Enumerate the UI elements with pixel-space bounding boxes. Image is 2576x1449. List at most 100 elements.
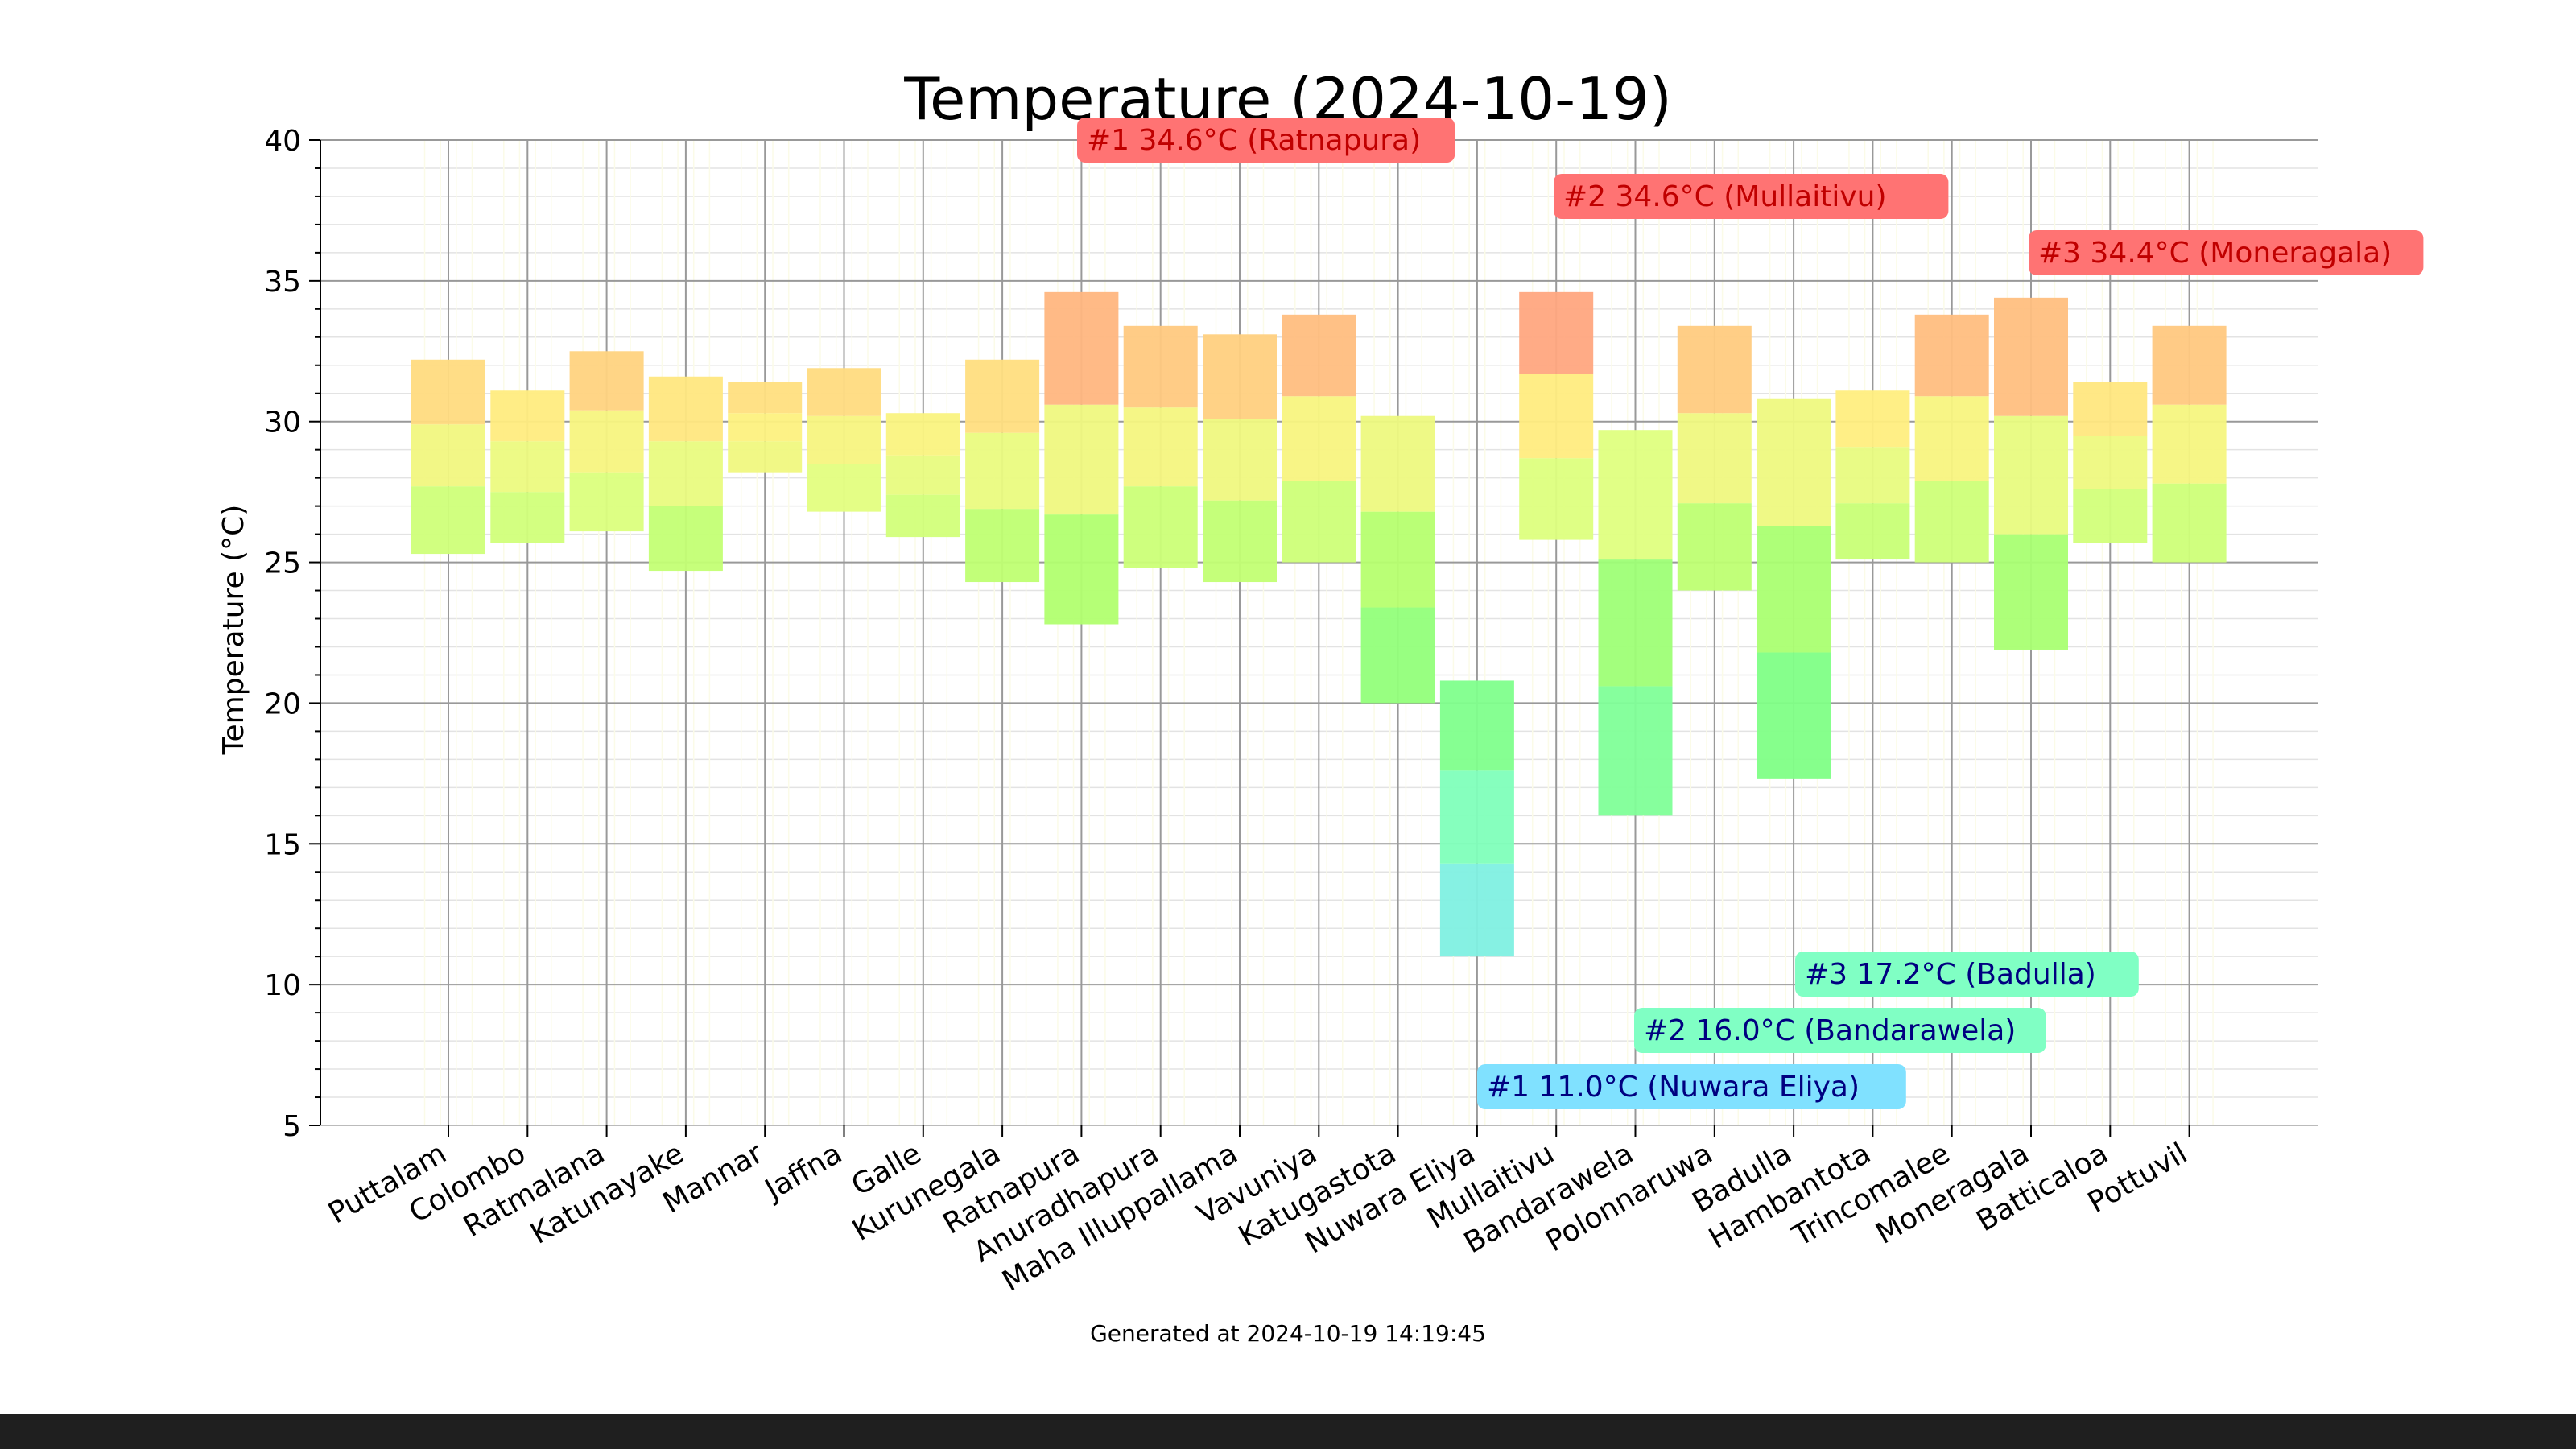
bar-segment-ratmalana (569, 351, 644, 411)
y-axis-label: Temperature (°C) (217, 505, 250, 756)
bar-segment-badulla (1757, 652, 1831, 779)
bar-segment-mannar (728, 441, 803, 473)
bar-segment-jaffna (807, 368, 881, 416)
bar-segment-kurunegala (965, 509, 1040, 583)
coldest-annotation-3: #3 17.2°C (Badulla) (1795, 952, 2139, 997)
bar-segment-pottuvil (2152, 325, 2227, 405)
bar-segment-hambantota (1835, 390, 1910, 448)
bar-segment-kurunegala (965, 432, 1040, 510)
hottest-annotation-1-label: #1 34.6°C (Ratnapura) (1087, 124, 1421, 157)
y-tick-label: 25 (264, 547, 301, 580)
coldest-annotation-2-label: #2 16.0°C (Bandarawela) (1644, 1014, 2016, 1047)
bar-segment-maha-illuppallama (1203, 419, 1277, 501)
bar-segment-pottuvil (2152, 404, 2227, 484)
hottest-annotation-3-label: #3 34.4°C (Moneragala) (2038, 237, 2392, 270)
y-tick-label: 15 (264, 828, 301, 861)
coldest-annotation-1: #1 11.0°C (Nuwara Eliya) (1477, 1064, 1906, 1109)
bar-segment-hambantota (1835, 447, 1910, 504)
bar-segment-mullaitivu (1519, 458, 1594, 540)
bar-segment-puttalam (411, 359, 485, 425)
bar-segment-trincomalee (1914, 314, 1989, 397)
bar-segment-bandarawela (1598, 686, 1673, 816)
bar-segment-badulla (1757, 526, 1831, 653)
coldest-annotation-2: #2 16.0°C (Bandarawela) (1634, 1008, 2046, 1053)
bar-segment-mullaitivu (1519, 291, 1594, 374)
bar-segment-batticaloa (2073, 489, 2148, 543)
bar-segment-anuradhapura (1123, 486, 1198, 568)
bar-segment-batticaloa (2073, 382, 2148, 436)
bar-segment-maha-illuppallama (1203, 334, 1277, 419)
bar-segment-hambantota (1835, 503, 1910, 560)
hottest-annotation-1: #1 34.6°C (Ratnapura) (1077, 118, 1455, 163)
y-tick-label: 30 (264, 407, 301, 440)
bar-segment-ratnapura (1044, 514, 1119, 625)
bar-segment-nuwara-eliya (1439, 680, 1514, 771)
bar-segment-galle (886, 413, 960, 456)
bar-segment-nuwara-eliya (1439, 863, 1514, 957)
bar-segment-katunayake (648, 506, 723, 572)
hottest-annotation-2: #2 34.6°C (Mullaitivu) (1554, 174, 1949, 219)
bar-segment-colombo (490, 390, 565, 442)
bar-segment-puttalam (411, 424, 485, 487)
bar-segment-mannar (728, 382, 803, 414)
bottom-taskbar (0, 1414, 2576, 1449)
bar-segment-kurunegala (965, 359, 1040, 433)
bar-segment-polonnaruwa (1677, 413, 1752, 504)
bar-segment-polonnaruwa (1677, 503, 1752, 591)
bar-segment-nuwara-eliya (1439, 770, 1514, 864)
bar-segment-puttalam (411, 486, 485, 555)
bar-segment-mullaitivu (1519, 374, 1594, 459)
bar-segment-mannar (728, 413, 803, 442)
bar-segment-anuradhapura (1123, 325, 1198, 408)
y-tick-label: 35 (264, 266, 301, 299)
y-tick-label: 5 (283, 1110, 301, 1143)
y-tick-label: 20 (264, 687, 301, 720)
annotation-layer: #1 34.6°C (Ratnapura) #2 34.6°C (Mullaiti… (1077, 118, 2424, 1109)
bar-segment-katugastota (1360, 607, 1435, 704)
bar-segment-katunayake (648, 376, 723, 442)
bar-segment-vavuniya (1282, 481, 1356, 563)
bar-segment-colombo (490, 492, 565, 543)
bar-segment-vavuniya (1282, 396, 1356, 481)
temperature-chart: Temperature (2024-10-19) 510152025303540… (217, 65, 2424, 1347)
bar-segment-maha-illuppallama (1203, 500, 1277, 583)
hottest-annotation-1-box (1077, 118, 1455, 163)
hottest-annotation-2-label: #2 34.6°C (Mullaitivu) (1563, 180, 1887, 213)
x-tick-label: Jaffna (758, 1137, 848, 1208)
hottest-annotation-2-box (1554, 174, 1949, 219)
bar-segment-katunayake (648, 441, 723, 506)
bar-segment-katugastota (1360, 511, 1435, 608)
coldest-annotation-1-label: #1 11.0°C (Nuwara Eliya) (1487, 1071, 1860, 1104)
bar-segment-moneragala (1994, 297, 2068, 416)
bar-segment-ratmalana (569, 410, 644, 473)
bar-segment-moneragala (1994, 415, 2068, 535)
hottest-annotation-3: #3 34.4°C (Moneragala) (2029, 230, 2424, 275)
coldest-annotation-3-box (1795, 952, 2139, 997)
bar-segment-colombo (490, 441, 565, 493)
bar-segment-ratnapura (1044, 291, 1119, 405)
coldest-annotation-1-box (1477, 1064, 1906, 1109)
bar-segment-ratmalana (569, 472, 644, 532)
hottest-annotation-3-box (2029, 230, 2424, 275)
bar-segment-batticaloa (2073, 436, 2148, 489)
bar-segment-trincomalee (1914, 481, 1989, 563)
bar-segment-anuradhapura (1123, 407, 1198, 487)
bar-segment-polonnaruwa (1677, 325, 1752, 414)
bar-segment-pottuvil (2152, 483, 2227, 563)
bar-segment-jaffna (807, 415, 881, 464)
coldest-annotation-2-box (1634, 1008, 2046, 1053)
bar-segment-galle (886, 494, 960, 538)
y-tick-label: 10 (264, 969, 301, 1002)
bar-segment-ratnapura (1044, 404, 1119, 515)
bar-segment-jaffna (807, 464, 881, 512)
bar-segment-vavuniya (1282, 314, 1356, 397)
bars-layer (411, 291, 2227, 957)
bar-segment-katugastota (1360, 415, 1435, 512)
bar-segment-badulla (1757, 398, 1831, 526)
bar-segment-bandarawela (1598, 559, 1673, 687)
bar-segment-galle (886, 455, 960, 495)
y-tick-label: 40 (264, 125, 301, 158)
bar-segment-moneragala (1994, 534, 2068, 650)
generated-timestamp: Generated at 2024-10-19 14:19:45 (1090, 1320, 1486, 1347)
coldest-annotation-3-label: #3 17.2°C (Badulla) (1805, 958, 2096, 991)
